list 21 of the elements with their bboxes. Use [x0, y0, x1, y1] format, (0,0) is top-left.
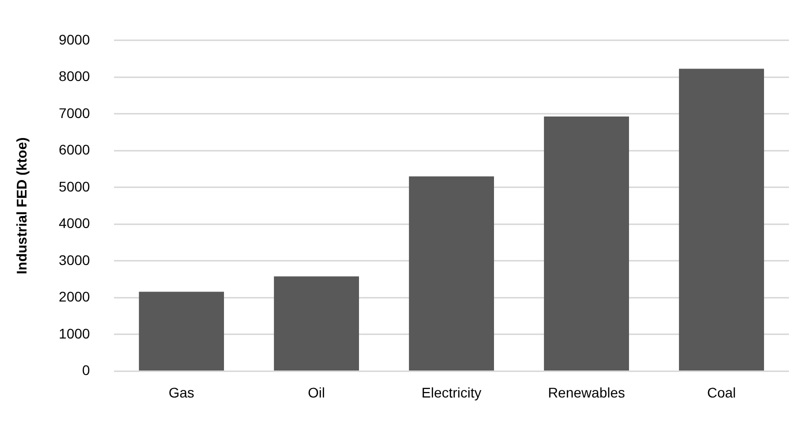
x-tick-label: Renewables [548, 384, 626, 400]
bar [678, 68, 764, 370]
y-tick-label: 1000 [58, 325, 90, 342]
x-tick-label: Gas [168, 384, 194, 400]
x-tick-label: Oil [308, 384, 326, 400]
x-tick-label: Electricity [422, 384, 482, 400]
y-tick-label: 4000 [58, 215, 90, 232]
bar [274, 276, 359, 370]
y-tick-label: 0 [82, 362, 90, 378]
y-axis-title: Industrial FED (ktoe) [13, 137, 30, 274]
y-tick-label: 8000 [58, 68, 90, 84]
y-tick-label: 7000 [58, 104, 90, 121]
y-tick-label: 9000 [58, 31, 90, 48]
y-tick-label: 5000 [58, 178, 90, 194]
bar [544, 116, 630, 370]
y-tick-label: 6000 [58, 142, 90, 158]
bar [138, 292, 224, 370]
y-tick-label: 2000 [58, 288, 90, 305]
x-tick-label: Coal [707, 384, 736, 400]
bar [408, 176, 494, 370]
y-tick-label: 3000 [58, 252, 90, 268]
